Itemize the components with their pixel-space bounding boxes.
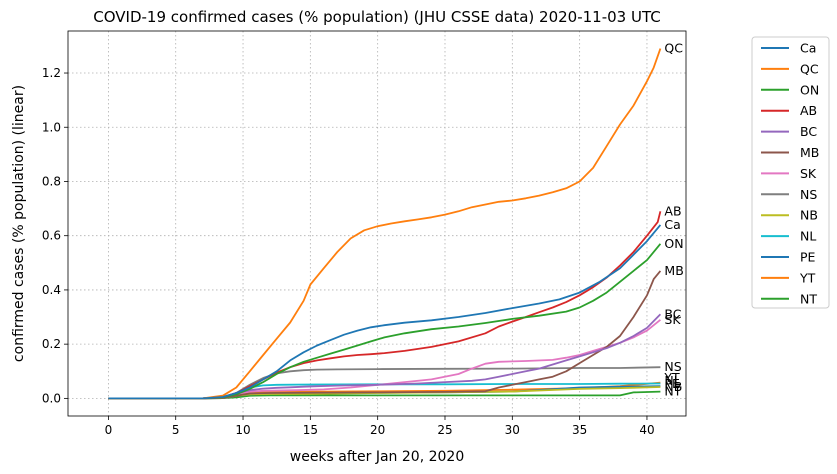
- end-label-yt: YT: [663, 370, 680, 385]
- y-tick-label: 0.0: [42, 391, 61, 405]
- series-line-on: [108, 243, 662, 400]
- end-label-nb: NB: [664, 379, 682, 394]
- x-tick-label: 0: [105, 423, 113, 437]
- legend-label-nl: NL: [800, 229, 816, 244]
- y-axis-title: confirmed cases (% population) (linear): [11, 85, 27, 362]
- x-tick-label: 40: [639, 423, 654, 437]
- legend-label-bc: BC: [800, 124, 817, 139]
- x-tick-label: 25: [437, 423, 452, 437]
- plot-frame: [67, 30, 687, 417]
- end-label-ca: Ca: [664, 217, 680, 232]
- series-lines: [108, 48, 662, 400]
- series-line-mb: [108, 270, 662, 400]
- end-label-nl: NL: [664, 373, 680, 388]
- x-tick-label: 10: [235, 423, 250, 437]
- legend-label-yt: YT: [799, 270, 816, 285]
- x-tick-label: 5: [172, 423, 180, 437]
- legend-label-sk: SK: [800, 166, 817, 181]
- x-tick-label: 20: [370, 423, 385, 437]
- y-tick-label: 0.8: [42, 174, 61, 188]
- x-tick-label: 35: [572, 423, 587, 437]
- legend-label-qc: QC: [800, 61, 819, 76]
- legend: Ca QC ON AB BC MB SK NS NB NL PE YT NT: [751, 36, 830, 309]
- end-label-sk: SK: [664, 312, 681, 327]
- y-tick-label: 0.2: [42, 337, 61, 351]
- legend-label-nb: NB: [800, 208, 818, 223]
- legend-label-on: ON: [800, 82, 819, 97]
- y-tick-label: 1.2: [42, 66, 61, 80]
- axis-ticks: 0 5 10 15 20 25 30 35 40 0.0 0.2 0.4 0.6 0.8 1.0 1.2: [42, 66, 655, 437]
- x-tick-label: 30: [505, 423, 520, 437]
- y-tick-label: 0.4: [42, 283, 61, 297]
- series-line-ca: [108, 224, 662, 400]
- end-label-ab: AB: [664, 203, 681, 218]
- end-label-ns: NS: [664, 359, 681, 374]
- legend-label-mb: MB: [800, 145, 819, 160]
- legend-label-pe: PE: [800, 250, 816, 265]
- legend-label-ns: NS: [800, 187, 817, 202]
- series-line-qc: [108, 48, 662, 400]
- end-label-pe: PE: [664, 376, 680, 391]
- legend-box: [751, 36, 830, 309]
- end-label-on: ON: [664, 236, 683, 251]
- legend-label-nt: NT: [800, 291, 817, 306]
- y-tick-label: 1.0: [42, 120, 61, 134]
- end-label-mb: MB: [664, 263, 683, 278]
- legend-label-ca: Ca: [800, 41, 816, 56]
- y-tick-label: 0.6: [42, 229, 61, 243]
- end-label-qc: QC: [664, 41, 683, 56]
- chart-title: COVID-19 confirmed cases (% population) …: [93, 8, 660, 26]
- series-line-bc: [108, 313, 662, 400]
- grid-lines: [68, 31, 686, 416]
- x-tick-label: 15: [303, 423, 318, 437]
- end-label-bc: BC: [664, 306, 681, 321]
- end-label-nt: NT: [664, 384, 681, 399]
- legend-label-ab: AB: [800, 103, 817, 118]
- x-axis-title: weeks after Jan 20, 2020: [290, 449, 464, 465]
